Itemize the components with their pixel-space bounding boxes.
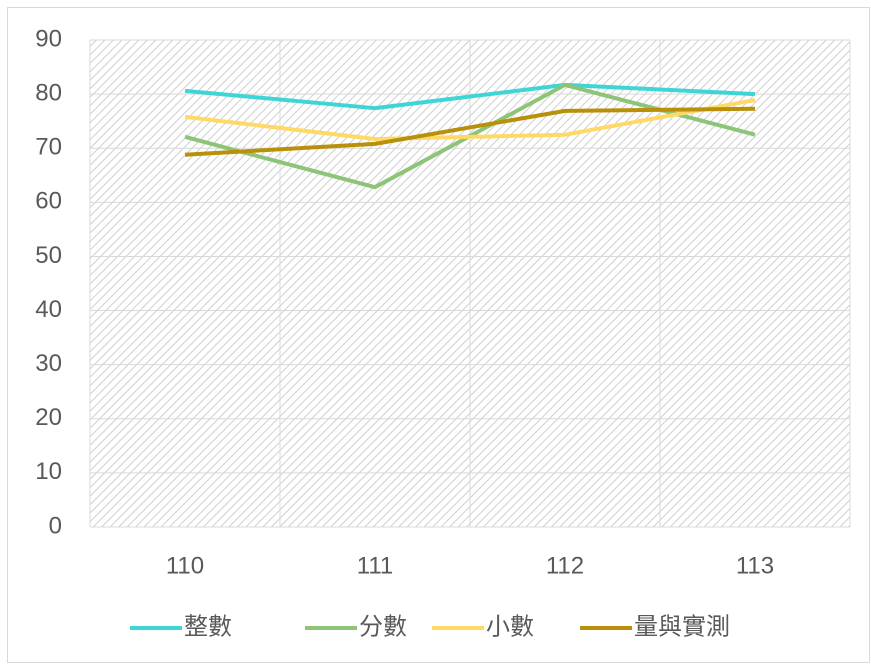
y-tick-label: 30 (35, 350, 62, 377)
x-tick-label: 110 (166, 552, 204, 579)
y-tick-label: 10 (35, 458, 62, 485)
y-tick-label: 20 (35, 404, 62, 431)
legend-label: 小數 (486, 613, 534, 640)
y-tick-label: 70 (35, 134, 62, 161)
y-tick-label: 60 (35, 188, 62, 215)
y-tick-label: 50 (35, 242, 62, 269)
x-tick-label: 112 (546, 552, 584, 579)
series-line (184, 106, 756, 157)
series-line (184, 82, 756, 111)
legend-label: 整數 (184, 613, 232, 640)
y-tick-label: 90 (35, 25, 62, 52)
legend-label: 分數 (359, 613, 407, 640)
legend-label: 量與實測 (634, 613, 730, 640)
series-line (184, 98, 756, 142)
y-tick-label: 40 (35, 296, 62, 323)
x-tick-label: 113 (736, 552, 774, 579)
y-tick-label: 80 (35, 79, 62, 106)
x-tick-label: 111 (357, 552, 393, 579)
y-tick-label: 0 (49, 512, 62, 539)
